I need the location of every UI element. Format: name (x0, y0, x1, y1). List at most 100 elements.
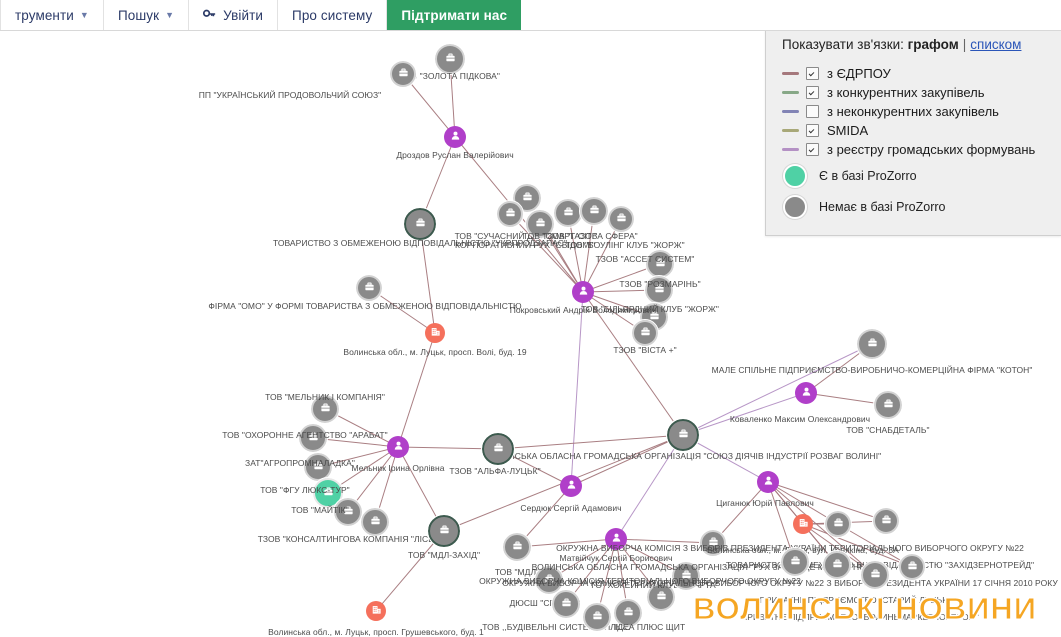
briefcase-icon (623, 605, 634, 621)
nav-item-2[interactable]: Увійти (189, 0, 279, 30)
graph-node-n31[interactable] (560, 475, 582, 497)
legend-checkbox[interactable] (806, 86, 819, 99)
graph-node-n4[interactable] (403, 207, 437, 241)
graph-node-label-n6: Волинська обл., м. Луцьк, просп. Волі, б… (343, 347, 527, 357)
legend-mode-graph[interactable]: графом (907, 37, 959, 52)
legend-node-label: Є в базі ProZorro (819, 169, 917, 183)
graph-node-n8[interactable] (496, 200, 524, 228)
graph-node-label-n20: ТОВ "СНАБДЕТАЛЬ" (846, 425, 930, 435)
legend-edge-label: з реєстру громадських формувань (827, 142, 1036, 157)
graph-node-label-n19: Коваленко Максим Олександрович (729, 414, 871, 424)
legend-edge-row-0[interactable]: з ЄДРПОУ (782, 64, 1061, 83)
briefcase-icon (505, 206, 516, 222)
graph-node-n45[interactable] (872, 507, 900, 535)
graph-node-n9[interactable] (525, 209, 555, 239)
graph-node-n13[interactable] (645, 249, 675, 279)
graph-node-n35[interactable] (551, 589, 581, 619)
legend-checkbox[interactable] (806, 105, 819, 118)
graph-node-n29[interactable] (427, 514, 461, 548)
graph-node-n18[interactable] (856, 328, 888, 360)
graph-node-n42[interactable] (757, 471, 779, 493)
legend-edge-row-1[interactable]: з конкурентних закупівель (782, 83, 1061, 102)
graph-node-label-n21: ВОЛИНСЬКА ОБЛАСНА ГРОМАДСЬКА ОРГАНІЗАЦІЯ… (484, 451, 882, 461)
graph-node-n46[interactable] (780, 547, 810, 577)
graph-node-n19[interactable] (795, 382, 817, 404)
legend-node-row-1: Немає в базі ProZorro (782, 193, 1061, 221)
graph-node-n20[interactable] (873, 390, 903, 420)
graph-node-n24[interactable] (303, 452, 333, 482)
legend-node-swatch (783, 164, 807, 188)
briefcase-icon (493, 441, 504, 457)
graph-node-n47[interactable] (822, 550, 852, 580)
legend-checkbox[interactable] (806, 124, 819, 137)
graph-node-label-n26: ТОВ "ФГУ ЛЮКС-ТУР" (260, 485, 350, 495)
legend-checkbox[interactable] (806, 67, 819, 80)
graph-node-n48[interactable] (860, 560, 890, 590)
briefcase-icon (881, 513, 892, 529)
legend-node-list: Є в базі ProZorro Немає в базі ProZorro (782, 162, 1061, 221)
graph-node-label-n47: ПРИВАТНЕ ПІДПРИЄМСТВО "СТАРИЙ ЛУЦЬК" (759, 595, 951, 605)
legend-mode-list-link[interactable]: списком (970, 37, 1022, 52)
graph-node-n21[interactable] (666, 418, 700, 452)
graph-node-label-n48: ПРИВАТНЕ ПІДПРИЄМСТВО "ВОЛИНЬМАРКЕТЛОГПР… (741, 612, 979, 622)
graph-edge (509, 213, 584, 293)
graph-edge (802, 523, 913, 568)
graph-node-n33[interactable] (502, 532, 532, 562)
graph-node-n25[interactable] (387, 436, 409, 458)
person-icon (801, 385, 812, 401)
graph-node-n32[interactable] (366, 601, 386, 621)
person-icon (393, 439, 404, 455)
briefcase-icon (832, 557, 843, 573)
graph-node-n16[interactable] (572, 281, 594, 303)
graph-node-label-n46: ОКРУЖНА ВИБОРЧА КОМІСІЯ ТЕРИТОРІАЛЬНОГО … (502, 578, 1058, 588)
legend-color-swatch (782, 72, 799, 75)
graph-node-label-n29: ТОВ "МДЛ-ЗАХІД" (407, 550, 481, 560)
legend-edge-list[interactable]: з ЄДРПОУ з конкурентних закупівель з некон… (782, 64, 1061, 159)
nav-item-4[interactable]: Підтримати нас (387, 0, 522, 30)
briefcase-icon (561, 596, 572, 612)
graph-node-n27[interactable] (333, 497, 363, 527)
graph-node-label-n22: ТОВ "МЕЛЬНИК І КОМПАНІЯ" (265, 392, 385, 402)
graph-edge (767, 481, 876, 576)
graph-node-n28[interactable] (360, 507, 390, 537)
graph-node-n38[interactable] (646, 582, 676, 612)
briefcase-icon (656, 589, 667, 605)
graph-edge (397, 446, 499, 450)
graph-node-n1[interactable] (434, 43, 466, 75)
legend-edge-row-2[interactable]: з неконкурентних закупівель (782, 102, 1061, 121)
graph-node-n36[interactable] (582, 602, 612, 632)
legend-edge-row-4[interactable]: з реєстру громадських формувань (782, 140, 1061, 159)
graph-node-n11[interactable] (579, 196, 609, 226)
graph-node-n12[interactable] (607, 205, 635, 233)
nav-item-1[interactable]: Пошук ▼ (104, 0, 190, 30)
building-icon (798, 516, 809, 532)
nav-item-0[interactable]: трументи ▼ (0, 0, 104, 30)
graph-node-n3[interactable] (444, 126, 466, 148)
briefcase-icon (364, 280, 375, 296)
graph-node-n44[interactable] (824, 510, 852, 538)
nav-item-3[interactable]: Про систему (278, 0, 388, 30)
briefcase-icon (883, 397, 894, 413)
graph-node-n49[interactable] (898, 553, 926, 581)
nav-item-label: Пошук (117, 7, 160, 23)
graph-node-label-n17: ТЗОВ "ВІСТА +" (613, 345, 677, 355)
graph-node-n43[interactable] (793, 514, 813, 534)
legend-checkbox[interactable] (806, 143, 819, 156)
graph-node-n6[interactable] (425, 323, 445, 343)
briefcase-icon (592, 609, 603, 625)
graph-node-label-n40: Матвійчук Сергій Борисович (559, 553, 673, 563)
legend-edge-row-3[interactable]: SMIDA (782, 121, 1061, 140)
legend-panel[interactable]: Показувати зв'язки: графом | списком з ЄДР… (765, 24, 1061, 236)
person-icon (763, 474, 774, 490)
graph-node-label-n23: ТОВ "ОХОРОННЕ АГЕНТСТВО "АРАБАТ" (222, 430, 388, 440)
graph-node-n17[interactable] (631, 319, 659, 347)
graph-node-label-n10: ТЗОВ "ГАЗОВА СФЕРА" (542, 231, 638, 241)
legend-edge-label: з неконкурентних закупівель (827, 104, 999, 119)
nav-item-label: Увійти (223, 7, 264, 23)
graph-node-n2[interactable] (389, 60, 417, 88)
graph-node-label-n24: ЗАТ"АГРОПРОМНАЛАДКА" (245, 458, 355, 468)
graph-node-n10[interactable] (553, 198, 583, 228)
graph-node-label-n2: ПП "УКРАЇНСЬКИЙ ПРОДОВОЛЬЧИЙ СОЮЗ" (198, 90, 382, 100)
graph-node-n5[interactable] (355, 274, 383, 302)
graph-node-n30[interactable] (481, 432, 515, 466)
